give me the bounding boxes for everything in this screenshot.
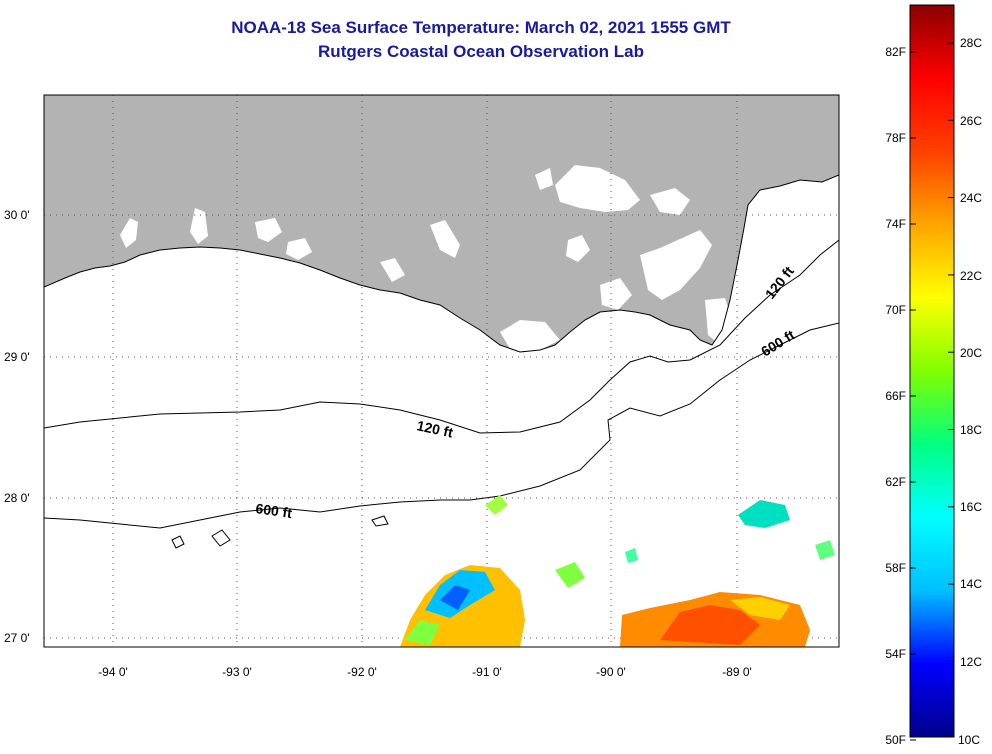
lon-label: -93 0' xyxy=(222,665,252,679)
colorbar-c-label: 12C xyxy=(960,655,982,669)
colorbar-f-label: 82F xyxy=(885,45,906,59)
lake-sabine xyxy=(190,208,208,244)
colorbar xyxy=(909,4,955,738)
lake-pontchartrain xyxy=(555,165,640,212)
east-bank xyxy=(211,529,231,547)
colorbar-f-label: 70F xyxy=(885,303,906,317)
map-subtitle: Rutgers Coastal Ocean Observation Lab xyxy=(318,42,644,61)
barataria-marsh xyxy=(600,278,632,310)
colorbar-c-label: 26C xyxy=(960,114,982,128)
lon-label: -94 0' xyxy=(98,665,128,679)
map-frame xyxy=(43,94,840,648)
lat-label: 28 0' xyxy=(4,491,30,505)
colorbar-c-label: 22C xyxy=(960,269,982,283)
grand-lake xyxy=(286,238,312,260)
white-lake xyxy=(255,218,282,242)
map-title: NOAA-18 Sea Surface Temperature: March 0… xyxy=(231,18,731,37)
sst-patch-small-4 xyxy=(815,540,835,560)
sst-patch-small-3 xyxy=(625,548,638,563)
colorbar-c-label: 14C xyxy=(960,577,982,591)
vermilion-bay xyxy=(380,258,405,282)
sst-patch-west-cold xyxy=(440,585,470,610)
sst-patch-east-warm xyxy=(660,605,760,645)
colorbar-f-label: 74F xyxy=(885,217,906,231)
colorbar-f-label: 62F xyxy=(885,475,906,489)
lon-label: -89 0' xyxy=(722,665,752,679)
sst-data xyxy=(400,495,835,647)
lake-borgne xyxy=(650,188,690,215)
sst-patch-west-green xyxy=(405,620,440,645)
colorbar-c-label: 24C xyxy=(960,191,982,205)
bayou-marsh xyxy=(640,230,712,300)
colorbar-f-label: 50F xyxy=(885,733,906,747)
contour-120ft xyxy=(44,239,839,434)
sst-patch-small-1 xyxy=(555,562,585,588)
sst-patch-small-2 xyxy=(485,495,508,515)
contour-label-600-west: 600 ft xyxy=(255,500,294,521)
lon-label: -90 0' xyxy=(596,665,626,679)
lat-label: 29 0' xyxy=(4,350,30,364)
terrebonne-marsh xyxy=(500,320,560,352)
atchafalaya-bay xyxy=(430,220,460,258)
lon-label: -92 0' xyxy=(347,665,377,679)
flower-garden-bank xyxy=(171,535,185,549)
colorbar-c-label: 10C xyxy=(958,733,980,747)
colorbar-f-label: 58F xyxy=(885,561,906,575)
colorbar-c-label: 20C xyxy=(960,346,982,360)
south-bank xyxy=(371,515,389,527)
lat-label: 30 0' xyxy=(4,208,30,222)
lake-calcasieu xyxy=(120,218,138,248)
colorbar-c-label: 16C xyxy=(960,500,982,514)
colorbar-f-label: 54F xyxy=(885,647,906,661)
colorbar-c-label: 28C xyxy=(960,36,982,50)
coastline xyxy=(44,174,839,353)
colorbar-f-label: 66F xyxy=(885,389,906,403)
gridlines xyxy=(44,95,839,647)
sst-patch-east-yellow xyxy=(730,597,790,620)
colorbar-f-label: 78F xyxy=(885,131,906,145)
lon-label: -91 0' xyxy=(472,665,502,679)
colorbar-ticks xyxy=(910,42,954,741)
lake-verret xyxy=(566,235,590,262)
contour-label-120-west: 120 ft xyxy=(415,417,454,440)
lake-maurepas xyxy=(535,168,553,190)
sst-patch-northeast xyxy=(738,500,790,528)
lat-label: 27 0' xyxy=(4,631,30,645)
colorbar-c-label: 18C xyxy=(960,423,982,437)
